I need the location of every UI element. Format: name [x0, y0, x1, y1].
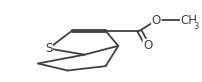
Text: CH: CH	[181, 14, 198, 27]
Text: 3: 3	[193, 22, 199, 31]
Text: O: O	[143, 39, 153, 52]
Text: S: S	[45, 42, 52, 55]
Text: O: O	[152, 14, 161, 27]
